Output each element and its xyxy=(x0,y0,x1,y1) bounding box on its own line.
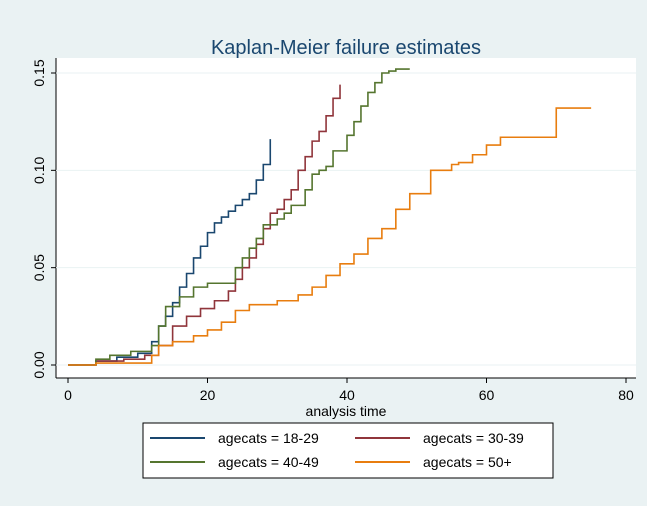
legend-label: agecats = 30-39 xyxy=(423,430,524,446)
km-curve xyxy=(68,68,410,366)
km-curve xyxy=(68,139,272,366)
y-tick-label: 0.00 xyxy=(31,351,47,378)
x-tick-label: 40 xyxy=(339,387,355,403)
x-tick-label: 20 xyxy=(200,387,216,403)
legend-label: agecats = 18-29 xyxy=(218,430,319,446)
x-tick-label: 80 xyxy=(618,387,634,403)
y-tick-label: 0.10 xyxy=(31,156,47,183)
legend-label: agecats = 50+ xyxy=(423,454,512,470)
plot-region xyxy=(56,58,636,378)
y-tick-label: 0.15 xyxy=(31,59,47,86)
km-curve xyxy=(68,107,592,366)
x-tick-label: 0 xyxy=(64,387,72,403)
legend-label: agecats = 40-49 xyxy=(218,454,319,470)
x-tick-label: 60 xyxy=(479,387,495,403)
y-tick-label: 0.05 xyxy=(31,254,47,281)
legend-box xyxy=(142,422,554,479)
chart-title: Kaplan-Meier failure estimates xyxy=(211,37,481,59)
x-axis-label: analysis time xyxy=(306,403,387,419)
